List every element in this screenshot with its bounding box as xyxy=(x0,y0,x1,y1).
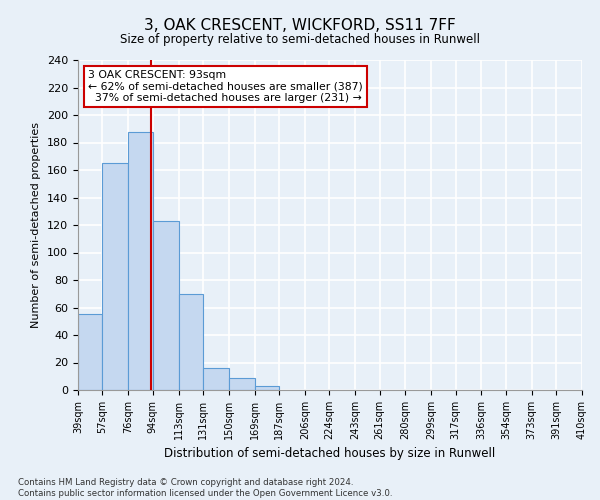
X-axis label: Distribution of semi-detached houses by size in Runwell: Distribution of semi-detached houses by … xyxy=(164,448,496,460)
Bar xyxy=(254,386,279,390)
Bar xyxy=(78,314,103,390)
Bar xyxy=(203,368,229,390)
Bar xyxy=(153,221,179,390)
Text: 3, OAK CRESCENT, WICKFORD, SS11 7FF: 3, OAK CRESCENT, WICKFORD, SS11 7FF xyxy=(144,18,456,32)
Bar xyxy=(128,132,153,390)
Bar xyxy=(179,294,203,390)
Text: Contains HM Land Registry data © Crown copyright and database right 2024.
Contai: Contains HM Land Registry data © Crown c… xyxy=(18,478,392,498)
Bar xyxy=(229,378,254,390)
Text: 3 OAK CRESCENT: 93sqm
← 62% of semi-detached houses are smaller (387)
  37% of s: 3 OAK CRESCENT: 93sqm ← 62% of semi-deta… xyxy=(88,70,363,103)
Bar xyxy=(103,163,128,390)
Y-axis label: Number of semi-detached properties: Number of semi-detached properties xyxy=(31,122,41,328)
Text: Size of property relative to semi-detached houses in Runwell: Size of property relative to semi-detach… xyxy=(120,32,480,46)
